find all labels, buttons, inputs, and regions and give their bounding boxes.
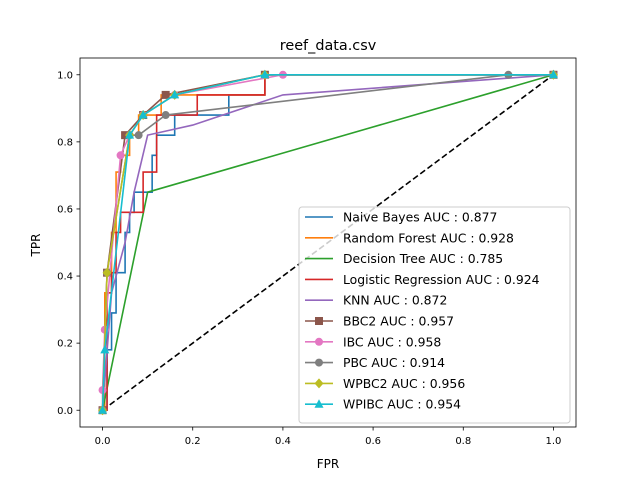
series-point-5-2 bbox=[121, 131, 130, 140]
series-point-9-6 bbox=[548, 69, 558, 79]
axes: 0.0 0.2 0.4 0.6 0.8 1.0 0.0 0.2 0.4 0.6 0.8 1.0 bbox=[57, 57, 577, 447]
plot-area bbox=[98, 69, 558, 416]
series-point-9-4 bbox=[170, 89, 180, 99]
legend-label-6: IBC AUC : 0.958 bbox=[343, 334, 441, 349]
y-tick-label-4: 0.8 bbox=[57, 137, 73, 148]
series-point-5-4 bbox=[161, 90, 170, 99]
series-group bbox=[98, 69, 558, 416]
legend-label-7: PBC AUC : 0.914 bbox=[343, 355, 445, 370]
series-point-8-1 bbox=[102, 267, 112, 278]
y-tick-label-3: 0.6 bbox=[57, 205, 73, 216]
chart-title: reef_data.csv bbox=[280, 38, 377, 54]
x-tick-label-0: 0.0 bbox=[95, 436, 111, 447]
series-point-6-3 bbox=[116, 151, 125, 160]
legend-label-3: Logistic Regression AUC : 0.924 bbox=[343, 272, 540, 287]
series-line-0 bbox=[102, 73, 554, 412]
series-line-4 bbox=[101, 73, 554, 411]
y-tick-label-2: 0.4 bbox=[57, 272, 73, 283]
series-point-9-1 bbox=[100, 344, 110, 354]
legend-marker-8 bbox=[314, 378, 324, 389]
x-tick-label-2: 0.4 bbox=[275, 436, 291, 447]
y-tick-label-1: 0.2 bbox=[57, 339, 73, 350]
legend-label-4: KNN AUC : 0.872 bbox=[343, 293, 447, 308]
y-tick-label-5: 1.0 bbox=[57, 70, 73, 81]
legend: Naive Bayes AUC : 0.877 Random Forest AUC… bbox=[298, 206, 571, 424]
x-tick-label-3: 0.6 bbox=[365, 436, 381, 447]
legend-marker-5 bbox=[315, 317, 323, 325]
series-point-9-3 bbox=[138, 110, 148, 119]
legend-label-5: BBC2 AUC : 0.957 bbox=[343, 314, 454, 329]
x-tick-label-5: 1.0 bbox=[546, 436, 562, 447]
series-point-7-3 bbox=[134, 131, 143, 140]
series-point-7-4 bbox=[161, 111, 170, 120]
x-tick-label-1: 0.2 bbox=[185, 436, 201, 447]
legend-label-2: Decision Tree AUC : 0.785 bbox=[343, 251, 503, 266]
legend-marker-6 bbox=[315, 337, 323, 346]
series-line-3 bbox=[102, 73, 554, 412]
series-point-9-2 bbox=[125, 130, 135, 139]
legend-marker-9 bbox=[314, 399, 324, 408]
legend-label-1: Random Forest AUC : 0.928 bbox=[343, 230, 514, 245]
series-point-9-0 bbox=[98, 405, 108, 414]
legend-label-8: WPBC2 AUC : 0.956 bbox=[343, 376, 465, 391]
y-tick-label-0: 0.0 bbox=[57, 406, 73, 417]
axes-frame bbox=[79, 57, 577, 428]
legend-label-9: WPIBC AUC : 0.954 bbox=[343, 397, 461, 412]
legend-label-0: Naive Bayes AUC : 0.877 bbox=[343, 210, 497, 225]
y-axis-label: TPR bbox=[29, 234, 43, 258]
x-tick-label-4: 0.8 bbox=[455, 436, 471, 447]
legend-box bbox=[298, 206, 571, 424]
series-point-9-5 bbox=[260, 69, 270, 79]
legend-marker-7 bbox=[315, 358, 323, 367]
x-axis-label: FPR bbox=[317, 457, 339, 471]
series-line-2 bbox=[101, 74, 554, 411]
